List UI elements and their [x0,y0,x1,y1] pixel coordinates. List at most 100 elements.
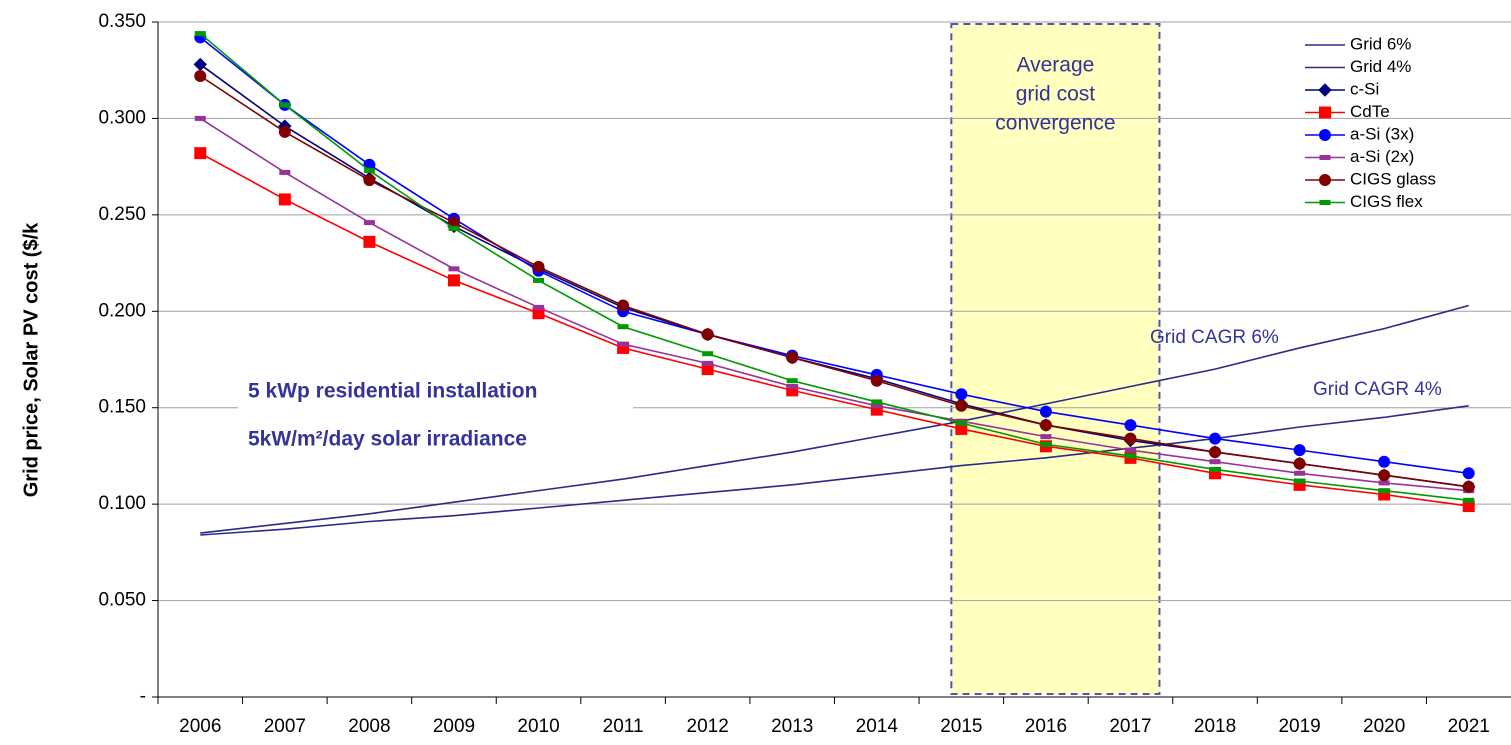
data-point [617,341,629,347]
data-point [1462,467,1475,480]
legend-marker [1319,155,1331,160]
data-point [1293,457,1306,470]
installation-label: 5 kWp residential installation [248,380,537,403]
series-line [199,75,1469,488]
data-point [1209,432,1222,445]
data-point [1378,488,1390,494]
convergence-label: Average [1016,54,1094,77]
data-point [1124,432,1137,445]
data-point [1378,480,1390,486]
x-tick-label: 2014 [856,716,899,737]
x-tick-label: 2009 [433,716,475,737]
x-tick-label: 2006 [179,716,221,737]
y-tick-label: - [140,686,146,707]
data-point [279,169,291,175]
legend-label: a-Si (2x) [1350,147,1414,166]
x-tick-label: 2010 [517,716,559,737]
data-point [278,193,291,206]
series-line [200,404,1469,536]
y-tick-label: 0.350 [98,11,146,32]
y-tick-label: 0.100 [98,493,146,514]
data-point [786,384,798,389]
legend-label: a-Si (3x) [1350,124,1414,143]
data-point [363,174,376,187]
data-point [1124,447,1136,453]
legend-marker [1319,106,1331,119]
series-line [199,152,1469,507]
data-point [193,57,207,72]
x-tick-label: 2020 [1363,716,1405,737]
legend-label: CIGS glass [1350,169,1436,188]
x-tick-label: 2013 [771,716,813,737]
data-point [194,147,207,160]
legend-marker [1318,83,1332,97]
data-point [533,304,545,310]
x-tick-label: 2012 [687,716,729,737]
data-point [701,328,714,341]
data-point [194,31,206,37]
legend-marker [1319,200,1331,205]
y-tick-label: 0.150 [98,397,146,418]
data-point [1209,466,1221,472]
data-point [955,420,967,426]
convergence-box [950,23,1161,695]
x-tick-label: 2019 [1278,716,1320,737]
data-point [363,235,376,248]
y-tick-label: 0.250 [98,204,146,225]
data-point [871,399,883,405]
series-line [199,117,1469,492]
data-point [194,115,206,121]
data-point [955,388,968,401]
series-line [199,32,1469,502]
data-point [448,225,460,231]
legend-marker [1319,174,1331,186]
x-tick-label: 2015 [940,716,982,737]
legend-label: Grid 6% [1350,34,1411,53]
y-tick-label: 0.300 [98,107,146,128]
data-point [1039,419,1052,432]
label-background [238,372,633,462]
data-point [1124,453,1136,459]
data-point [194,70,207,82]
convergence-label: convergence [995,112,1115,135]
data-point [702,351,714,357]
data-point [702,360,714,366]
x-tick-label: 2018 [1194,716,1236,737]
data-point [617,324,629,330]
y-axis-label: Grid price, Solar PV cost ($/k [20,222,42,497]
data-point [1209,459,1221,465]
x-tick-label: 2021 [1448,716,1490,737]
cagr6-label: Grid CAGR 6% [1150,327,1279,348]
legend: Grid 6% Grid 4% c-Si CdTe a-Si (3x) a-Si (2x)… [1305,34,1436,211]
data-point [786,351,799,364]
x-tick-label: 2011 [603,716,644,737]
data-point [448,266,460,272]
data-point [1040,434,1052,440]
x-tick-label: 2017 [1109,716,1151,737]
y-tick-label: 0.050 [98,590,146,611]
legend-label: CIGS flex [1350,192,1423,211]
data-point [1209,446,1222,459]
cagr4-label: Grid CAGR 4% [1313,379,1442,400]
data-point [617,299,630,312]
x-tick-label: 2016 [1025,716,1067,737]
data-point [278,125,291,138]
data-point [447,274,460,287]
legend-label: c-Si [1350,79,1379,98]
data-point [279,102,291,108]
series-line [199,36,1469,475]
data-point [1378,469,1391,482]
x-tick-label: 2007 [264,716,306,737]
data-point [1294,478,1306,484]
x-tick-label: 2008 [348,716,390,737]
data-point [1293,444,1306,457]
legend-label: CdTe [1350,102,1390,121]
data-point [870,374,883,387]
data-point [1040,441,1052,447]
irradiance-label: 5kW/m²/day solar irradiance [248,428,527,451]
data-point [532,260,545,273]
data-point [1462,480,1475,493]
series-line [200,304,1469,534]
data-point [1378,455,1391,468]
